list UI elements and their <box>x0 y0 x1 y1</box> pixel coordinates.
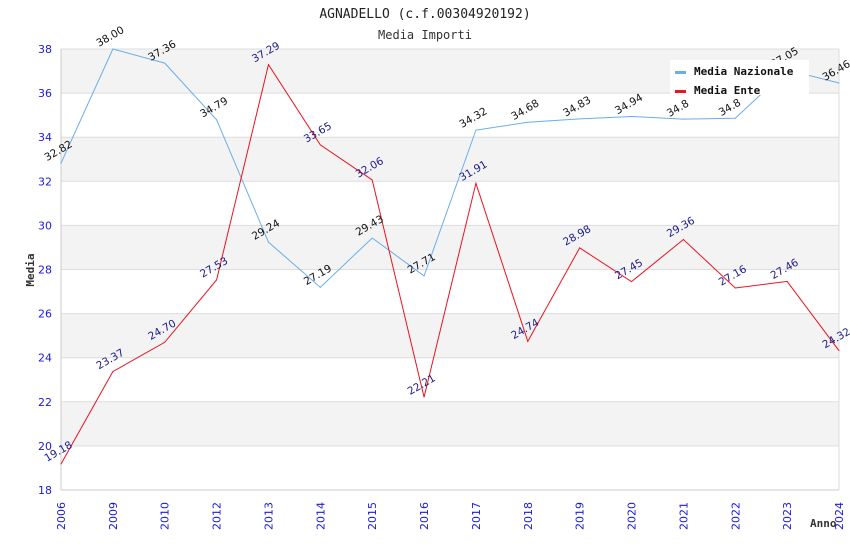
x-tick-label: 2018 <box>522 502 535 530</box>
data-label-nazionale: 34.8 <box>717 97 743 119</box>
legend-swatch-nazionale <box>675 71 686 74</box>
axes <box>60 49 840 491</box>
x-axis-label: Anno <box>810 517 837 530</box>
point-ente <box>267 64 269 66</box>
point-nazionale <box>319 286 321 288</box>
y-axis-ticks: 18 20 22 24 26 28 30 32 34 36 38 <box>38 43 52 497</box>
legend-label-nazionale: Media Nazionale <box>694 65 794 78</box>
point-ente <box>631 281 633 283</box>
point-nazionale <box>734 117 736 119</box>
data-label-nazionale: 34.8 <box>665 98 691 120</box>
y-tick-label: 30 <box>38 219 52 232</box>
point-nazionale <box>164 62 166 64</box>
point-ente <box>60 463 62 465</box>
series-line-nazionale <box>60 48 840 289</box>
point-nazionale <box>60 162 62 164</box>
x-tick-label: 2017 <box>470 502 483 530</box>
point-nazionale <box>475 129 477 131</box>
x-tick-label: 2010 <box>159 502 172 530</box>
x-tick-label: 2016 <box>418 502 431 530</box>
data-label-nazionale: 38.00 <box>94 24 126 49</box>
point-nazionale <box>423 275 425 277</box>
y-tick-label: 34 <box>38 131 52 144</box>
point-ente <box>734 287 736 289</box>
series-line-ente <box>60 63 840 465</box>
point-ente <box>164 341 166 343</box>
point-ente <box>786 280 788 282</box>
point-ente <box>319 144 321 146</box>
data-label-nazionale: 34.94 <box>613 91 645 117</box>
point-ente <box>579 247 581 249</box>
legend-label-ente: Media Ente <box>694 84 761 97</box>
point-nazionale <box>371 237 373 239</box>
point-nazionale <box>527 121 529 123</box>
x-tick-label: 2023 <box>781 502 794 530</box>
y-tick-label: 22 <box>38 396 52 409</box>
legend-background <box>670 60 809 95</box>
legend: Media Nazionale Media Ente <box>670 60 809 97</box>
point-nazionale <box>682 118 684 120</box>
y-tick-label: 38 <box>38 43 52 56</box>
data-label-ente: 22.21 <box>406 372 438 397</box>
x-tick-label: 2006 <box>55 502 68 530</box>
data-label-nazionale: 34.32 <box>457 105 489 130</box>
y-tick-label: 20 <box>38 440 52 453</box>
data-label-nazionale: 34.68 <box>509 97 541 122</box>
x-tick-label: 2021 <box>677 502 690 530</box>
x-tick-label: 2019 <box>574 502 587 530</box>
grid-lines <box>61 48 839 491</box>
point-ente <box>423 396 425 398</box>
point-nazionale <box>112 48 114 50</box>
point-ente <box>527 340 529 342</box>
chart-subtitle: Media Importi <box>378 28 472 42</box>
point-nazionale <box>579 118 581 120</box>
data-label-nazionale: 34.83 <box>561 94 593 119</box>
point-ente <box>371 179 373 181</box>
grid-bands <box>61 49 839 446</box>
point-nazionale <box>838 82 840 84</box>
point-nazionale <box>631 115 633 117</box>
chart-title: AGNADELLO (c.f.00304920192) <box>319 7 530 22</box>
point-ente <box>475 182 477 184</box>
x-tick-label: 2020 <box>626 502 639 530</box>
x-tick-label: 2022 <box>729 502 742 530</box>
legend-swatch-ente <box>675 90 686 93</box>
x-tick-label: 2013 <box>262 502 275 530</box>
y-tick-label: 26 <box>38 308 52 321</box>
x-tick-label: 2015 <box>366 502 379 530</box>
series-lines <box>60 48 840 465</box>
grid-band <box>61 401 839 446</box>
point-nazionale <box>267 241 269 243</box>
x-axis-ticks: 2006 2009 2010 2012 2013 2014 2015 2016 2017 2018… <box>55 502 846 530</box>
y-tick-label: 24 <box>38 352 52 365</box>
x-tick-label: 2024 <box>833 502 846 530</box>
point-ente <box>216 279 218 281</box>
point-nazionale <box>216 119 218 121</box>
point-ente <box>112 371 114 373</box>
x-tick-label: 2012 <box>211 502 224 530</box>
y-axis-label: Media <box>24 253 37 286</box>
grid-band <box>61 313 839 358</box>
point-ente <box>838 350 840 352</box>
x-tick-label: 2014 <box>314 502 327 530</box>
y-tick-label: 18 <box>38 484 52 497</box>
point-ente <box>682 239 684 241</box>
grid-band <box>61 137 839 182</box>
y-tick-label: 28 <box>38 264 52 277</box>
x-tick-label: 2009 <box>107 502 120 530</box>
grid-band <box>61 225 839 270</box>
y-tick-label: 36 <box>38 87 52 100</box>
y-tick-label: 32 <box>38 175 52 188</box>
